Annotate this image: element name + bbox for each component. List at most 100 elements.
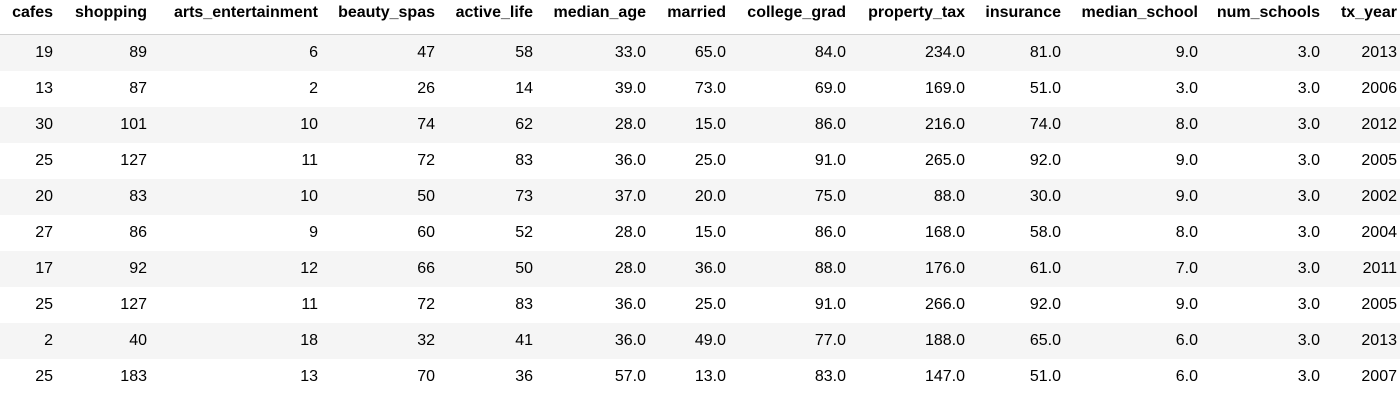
- table-cell-shopping: 40: [129, 332, 147, 349]
- table-cell-beauty-spas: 60: [417, 224, 435, 241]
- table-cell-median-school: 6.0: [1175, 368, 1198, 385]
- table-cell-beauty-spas: 72: [417, 296, 435, 313]
- column-header-median-school: median_school: [1064, 0, 1201, 35]
- table-row: 25 127 11 72 83 36.0 25.0 91.0 266.0 92.0 9.0 3.0 20…: [0, 287, 1400, 323]
- table-cell-property-tax: 176.0: [924, 260, 965, 277]
- table-cell-insurance: 61.0: [1029, 260, 1061, 277]
- column-header-beauty-spas: beauty_spas: [321, 0, 438, 35]
- table-cell-median-age: 36.0: [614, 152, 646, 169]
- table-cell-arts-entertainment: 11: [301, 296, 318, 313]
- table-cell-arts-entertainment: 11: [301, 152, 318, 169]
- table-row: 13 87 2 26 14 39.0 73.0 69.0 169.0 51.0 3.0 3.0 2006: [0, 71, 1400, 107]
- column-header-cafes: cafes: [0, 0, 56, 35]
- table-cell-active-life: 50: [515, 260, 533, 277]
- table-cell-insurance: 92.0: [1029, 296, 1061, 313]
- table-cell-beauty-spas: 70: [417, 368, 435, 385]
- table-cell-num-schools: 3.0: [1297, 80, 1320, 97]
- table-cell-arts-entertainment: 2: [309, 80, 318, 97]
- table-cell-married: 15.0: [694, 224, 726, 241]
- column-header-arts-entertainment: arts_entertainment: [150, 0, 321, 35]
- header-row: cafes shopping arts_entertainment beauty_sp…: [0, 0, 1400, 35]
- table-cell-college-grad: 91.0: [814, 152, 846, 169]
- column-header-property-tax: property_tax: [849, 0, 968, 35]
- table-cell-property-tax: 216.0: [924, 116, 965, 133]
- table-cell-cafes: 13: [35, 80, 53, 97]
- table-cell-married: 65.0: [694, 44, 726, 61]
- table-cell-college-grad: 86.0: [814, 116, 846, 133]
- table-cell-cafes: 30: [35, 116, 53, 133]
- table-cell-median-school: 3.0: [1175, 80, 1198, 97]
- table-cell-beauty-spas: 47: [417, 44, 435, 61]
- column-header-married: married: [649, 0, 729, 35]
- table-cell-property-tax: 88.0: [933, 188, 965, 205]
- table-cell-college-grad: 75.0: [814, 188, 846, 205]
- table-row: 27 86 9 60 52 28.0 15.0 86.0 168.0 58.0 8.0 3.0 2004: [0, 215, 1400, 251]
- column-header-active-life: active_life: [438, 0, 536, 35]
- table-cell-college-grad: 84.0: [814, 44, 846, 61]
- table-cell-active-life: 73: [515, 188, 533, 205]
- table-cell-tx-year: 2012: [1361, 116, 1397, 133]
- table-cell-tx-year: 2004: [1361, 224, 1397, 241]
- table-cell-property-tax: 169.0: [924, 80, 965, 97]
- column-header-insurance: insurance: [968, 0, 1064, 35]
- table-cell-married: 13.0: [694, 368, 726, 385]
- table-cell-median-school: 9.0: [1175, 152, 1198, 169]
- table-cell-num-schools: 3.0: [1297, 116, 1320, 133]
- table-cell-property-tax: 266.0: [924, 296, 965, 313]
- table-cell-cafes: 25: [35, 296, 53, 313]
- table-cell-insurance: 51.0: [1029, 368, 1061, 385]
- table-cell-active-life: 58: [515, 44, 533, 61]
- column-header-shopping: shopping: [56, 0, 150, 35]
- table-cell-num-schools: 3.0: [1297, 368, 1320, 385]
- table-cell-shopping: 87: [129, 80, 147, 97]
- table-row: 30 101 10 74 62 28.0 15.0 86.0 216.0 74.0 8.0 3.0 20…: [0, 107, 1400, 143]
- table-cell-arts-entertainment: 18: [300, 332, 318, 349]
- table-cell-median-age: 28.0: [614, 116, 646, 133]
- table-cell-arts-entertainment: 9: [309, 224, 318, 241]
- table-cell-active-life: 41: [515, 332, 533, 349]
- table-cell-median-age: 39.0: [614, 80, 646, 97]
- table-cell-active-life: 14: [515, 80, 533, 97]
- table-cell-married: 36.0: [694, 260, 726, 277]
- table-cell-cafes: 2: [44, 332, 53, 349]
- table-cell-shopping: 83: [129, 188, 147, 205]
- table-body: 19 89 6 47 58 33.0 65.0 84.0 234.0 81.0 9.0 3.0 2013…: [0, 34, 1400, 395]
- table-cell-shopping: 92: [129, 260, 147, 277]
- table-cell-arts-entertainment: 10: [300, 116, 318, 133]
- table-cell-tx-year: 2005: [1361, 296, 1397, 313]
- table-cell-cafes: 20: [35, 188, 53, 205]
- table-cell-active-life: 62: [515, 116, 533, 133]
- table-cell-num-schools: 3.0: [1297, 44, 1320, 61]
- table-row: 17 92 12 66 50 28.0 36.0 88.0 176.0 61.0 7.0 3.0 201…: [0, 251, 1400, 287]
- table-cell-cafes: 17: [35, 260, 53, 277]
- column-header-tx-year: tx_year: [1323, 0, 1400, 35]
- table-cell-beauty-spas: 26: [417, 80, 435, 97]
- table-cell-beauty-spas: 72: [417, 152, 435, 169]
- table-cell-property-tax: 265.0: [924, 152, 965, 169]
- column-header-college-grad: college_grad: [729, 0, 849, 35]
- table-row: 25 127 11 72 83 36.0 25.0 91.0 265.0 92.0 9.0 3.0 20…: [0, 143, 1400, 179]
- table-cell-tx-year: 2013: [1361, 332, 1397, 349]
- table-cell-college-grad: 91.0: [814, 296, 846, 313]
- table-cell-property-tax: 234.0: [924, 44, 965, 61]
- table-cell-active-life: 52: [515, 224, 533, 241]
- table-cell-cafes: 27: [35, 224, 53, 241]
- table-cell-college-grad: 83.0: [814, 368, 846, 385]
- table-cell-married: 15.0: [694, 116, 726, 133]
- column-header-num-schools: num_schools: [1201, 0, 1323, 35]
- table-cell-property-tax: 188.0: [924, 332, 965, 349]
- table-cell-tx-year: 2002: [1361, 188, 1397, 205]
- table-cell-beauty-spas: 50: [417, 188, 435, 205]
- table-cell-tx-year: 2005: [1361, 152, 1397, 169]
- table-cell-tx-year: 2013: [1361, 44, 1397, 61]
- table-cell-median-school: 9.0: [1175, 296, 1198, 313]
- table-cell-shopping: 101: [120, 116, 147, 133]
- table-cell-property-tax: 168.0: [924, 224, 965, 241]
- table-cell-median-age: 36.0: [614, 296, 646, 313]
- table-cell-arts-entertainment: 13: [300, 368, 318, 385]
- table-cell-college-grad: 77.0: [814, 332, 846, 349]
- table-cell-married: 25.0: [694, 152, 726, 169]
- table-cell-married: 49.0: [694, 332, 726, 349]
- column-header-median-age: median_age: [536, 0, 649, 35]
- table-cell-married: 25.0: [694, 296, 726, 313]
